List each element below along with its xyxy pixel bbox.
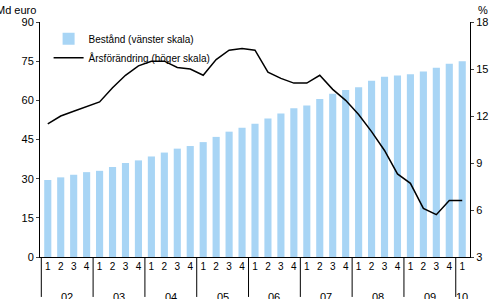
svg-text:15: 15 [22, 212, 34, 224]
svg-text:3: 3 [278, 261, 284, 272]
svg-text:9: 9 [476, 157, 482, 169]
svg-text:2: 2 [421, 261, 427, 272]
svg-text:3: 3 [123, 261, 129, 272]
svg-text:4: 4 [239, 261, 245, 272]
svg-text:15: 15 [476, 63, 488, 75]
svg-text:4: 4 [136, 261, 142, 272]
svg-text:2: 2 [369, 261, 375, 272]
svg-text:Md euro: Md euro [0, 4, 36, 16]
svg-text:3: 3 [434, 261, 440, 272]
svg-text:03: 03 [113, 291, 125, 299]
svg-text:1: 1 [45, 261, 51, 272]
svg-text:4: 4 [446, 261, 452, 272]
svg-text:4: 4 [291, 261, 297, 272]
svg-text:1: 1 [97, 261, 103, 272]
svg-text:1: 1 [408, 261, 414, 272]
svg-text:3: 3 [476, 251, 482, 263]
svg-text:04: 04 [165, 291, 177, 299]
svg-text:10: 10 [456, 291, 468, 299]
svg-text:07: 07 [320, 291, 332, 299]
svg-text:08: 08 [372, 291, 384, 299]
svg-text:1: 1 [252, 261, 258, 272]
svg-text:2: 2 [162, 261, 168, 272]
svg-text:18: 18 [476, 16, 488, 28]
svg-text:05: 05 [217, 291, 229, 299]
svg-text:%: % [478, 4, 488, 16]
svg-text:Bestånd (vänster skala): Bestånd (vänster skala) [89, 34, 194, 45]
svg-text:90: 90 [22, 16, 34, 28]
svg-text:60: 60 [22, 94, 34, 106]
svg-text:4: 4 [343, 261, 349, 272]
svg-text:1: 1 [200, 261, 206, 272]
svg-text:4: 4 [395, 261, 401, 272]
svg-text:09: 09 [424, 291, 436, 299]
svg-text:3: 3 [382, 261, 388, 272]
svg-text:12: 12 [476, 110, 488, 122]
svg-text:45: 45 [22, 133, 34, 145]
svg-text:3: 3 [71, 261, 77, 272]
svg-text:30: 30 [22, 173, 34, 185]
svg-text:2: 2 [317, 261, 323, 272]
svg-text:6: 6 [476, 204, 482, 216]
svg-text:3: 3 [175, 261, 181, 272]
svg-text:0: 0 [28, 251, 34, 263]
svg-text:2: 2 [265, 261, 271, 272]
svg-text:1: 1 [459, 261, 465, 272]
svg-text:2: 2 [58, 261, 64, 272]
svg-text:Årsförändring (höger skala): Årsförändring (höger skala) [89, 52, 210, 64]
svg-text:4: 4 [84, 261, 90, 272]
svg-text:2: 2 [110, 261, 116, 272]
svg-text:06: 06 [268, 291, 280, 299]
svg-text:2: 2 [213, 261, 219, 272]
svg-text:75: 75 [22, 55, 34, 67]
svg-text:3: 3 [330, 261, 336, 272]
svg-text:02: 02 [61, 291, 73, 299]
svg-text:1: 1 [304, 261, 310, 272]
svg-text:1: 1 [149, 261, 155, 272]
svg-text:1: 1 [356, 261, 362, 272]
svg-text:3: 3 [226, 261, 232, 272]
svg-text:4: 4 [187, 261, 193, 272]
